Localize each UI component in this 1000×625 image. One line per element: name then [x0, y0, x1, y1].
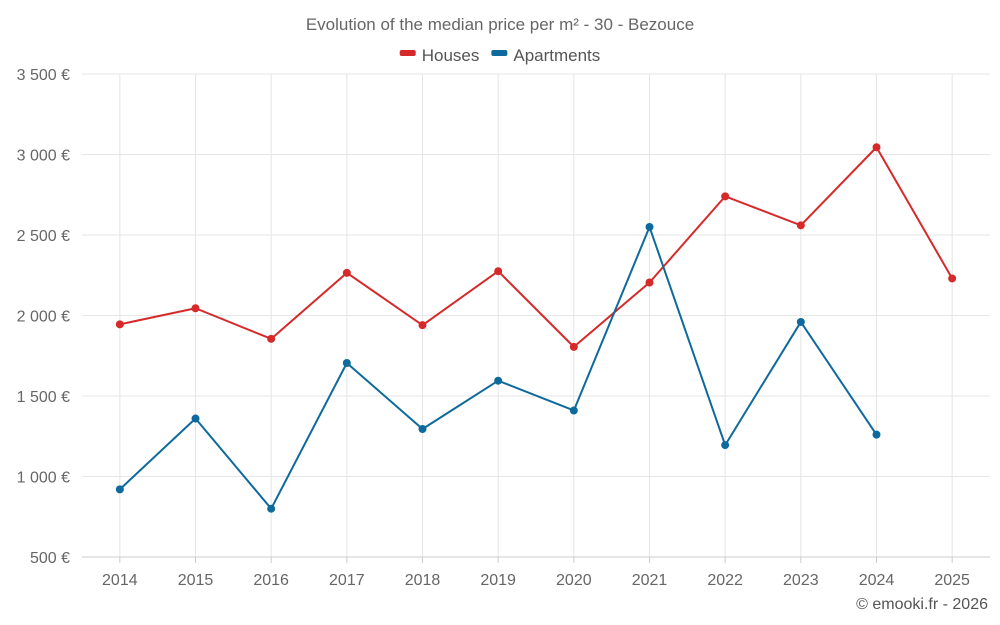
- x-tick-label: 2022: [707, 572, 743, 589]
- data-point[interactable]: [645, 222, 654, 231]
- chart-title: Evolution of the median price per m² - 3…: [306, 15, 694, 34]
- x-tick-label: 2015: [178, 572, 214, 589]
- data-point[interactable]: [342, 358, 351, 367]
- legend-swatch: [491, 50, 508, 56]
- y-tick-label: 2 500 €: [17, 228, 70, 245]
- data-point[interactable]: [494, 376, 503, 385]
- y-tick-label: 500 €: [30, 550, 70, 567]
- grid-lines: [82, 73, 990, 563]
- x-tick-label: 2025: [934, 572, 970, 589]
- y-tick-label: 1 000 €: [17, 470, 70, 487]
- legend-label: Apartments: [513, 46, 600, 65]
- data-point[interactable]: [418, 425, 427, 434]
- series-line: [119, 146, 954, 348]
- x-tick-label: 2017: [329, 572, 365, 589]
- data-point[interactable]: [191, 414, 200, 423]
- legend-swatch: [399, 50, 416, 56]
- series-apartments: [115, 222, 881, 513]
- data-point[interactable]: [796, 221, 805, 230]
- data-point[interactable]: [418, 321, 427, 330]
- data-point[interactable]: [267, 504, 276, 513]
- data-point[interactable]: [115, 320, 124, 329]
- data-point[interactable]: [721, 441, 730, 450]
- x-axis-ticks: 2014 2015 2016 2017 2018 2019 2020 2021 2022 2023…: [102, 572, 970, 589]
- x-tick-label: 2024: [859, 572, 895, 589]
- data-point[interactable]: [872, 143, 881, 152]
- data-point[interactable]: [342, 268, 351, 277]
- y-axis-ticks: 500 € 1 000 € 1 500 € 2 000 € 2 500 € 3 000 €…: [17, 67, 70, 567]
- data-point[interactable]: [721, 192, 730, 201]
- series-houses: [115, 143, 957, 351]
- chart-credit: © emooki.fr - 2026: [856, 596, 988, 613]
- data-point[interactable]: [267, 334, 276, 343]
- data-point[interactable]: [569, 406, 578, 415]
- data-point[interactable]: [494, 267, 503, 276]
- legend-item-apartments[interactable]: Apartments: [491, 46, 600, 65]
- data-point[interactable]: [645, 278, 654, 287]
- data-point[interactable]: [115, 485, 124, 494]
- series-layer: [115, 143, 957, 513]
- x-tick-label: 2021: [632, 572, 668, 589]
- data-point[interactable]: [872, 430, 881, 439]
- data-point[interactable]: [569, 342, 578, 351]
- x-tick-label: 2016: [253, 572, 289, 589]
- x-tick-label: 2023: [783, 572, 819, 589]
- legend: Houses Apartments: [399, 46, 600, 65]
- x-tick-label: 2019: [480, 572, 516, 589]
- y-tick-label: 3 000 €: [17, 148, 70, 165]
- x-tick-label: 2014: [102, 572, 138, 589]
- data-point[interactable]: [948, 274, 957, 283]
- legend-label: Houses: [422, 46, 480, 65]
- data-point[interactable]: [191, 304, 200, 313]
- data-point[interactable]: [796, 317, 805, 326]
- legend-item-houses[interactable]: Houses: [399, 46, 480, 65]
- y-tick-label: 2 000 €: [17, 309, 70, 326]
- y-tick-label: 1 500 €: [17, 389, 70, 406]
- x-tick-label: 2020: [556, 572, 592, 589]
- y-tick-label: 3 500 €: [17, 67, 70, 84]
- x-tick-label: 2018: [405, 572, 441, 589]
